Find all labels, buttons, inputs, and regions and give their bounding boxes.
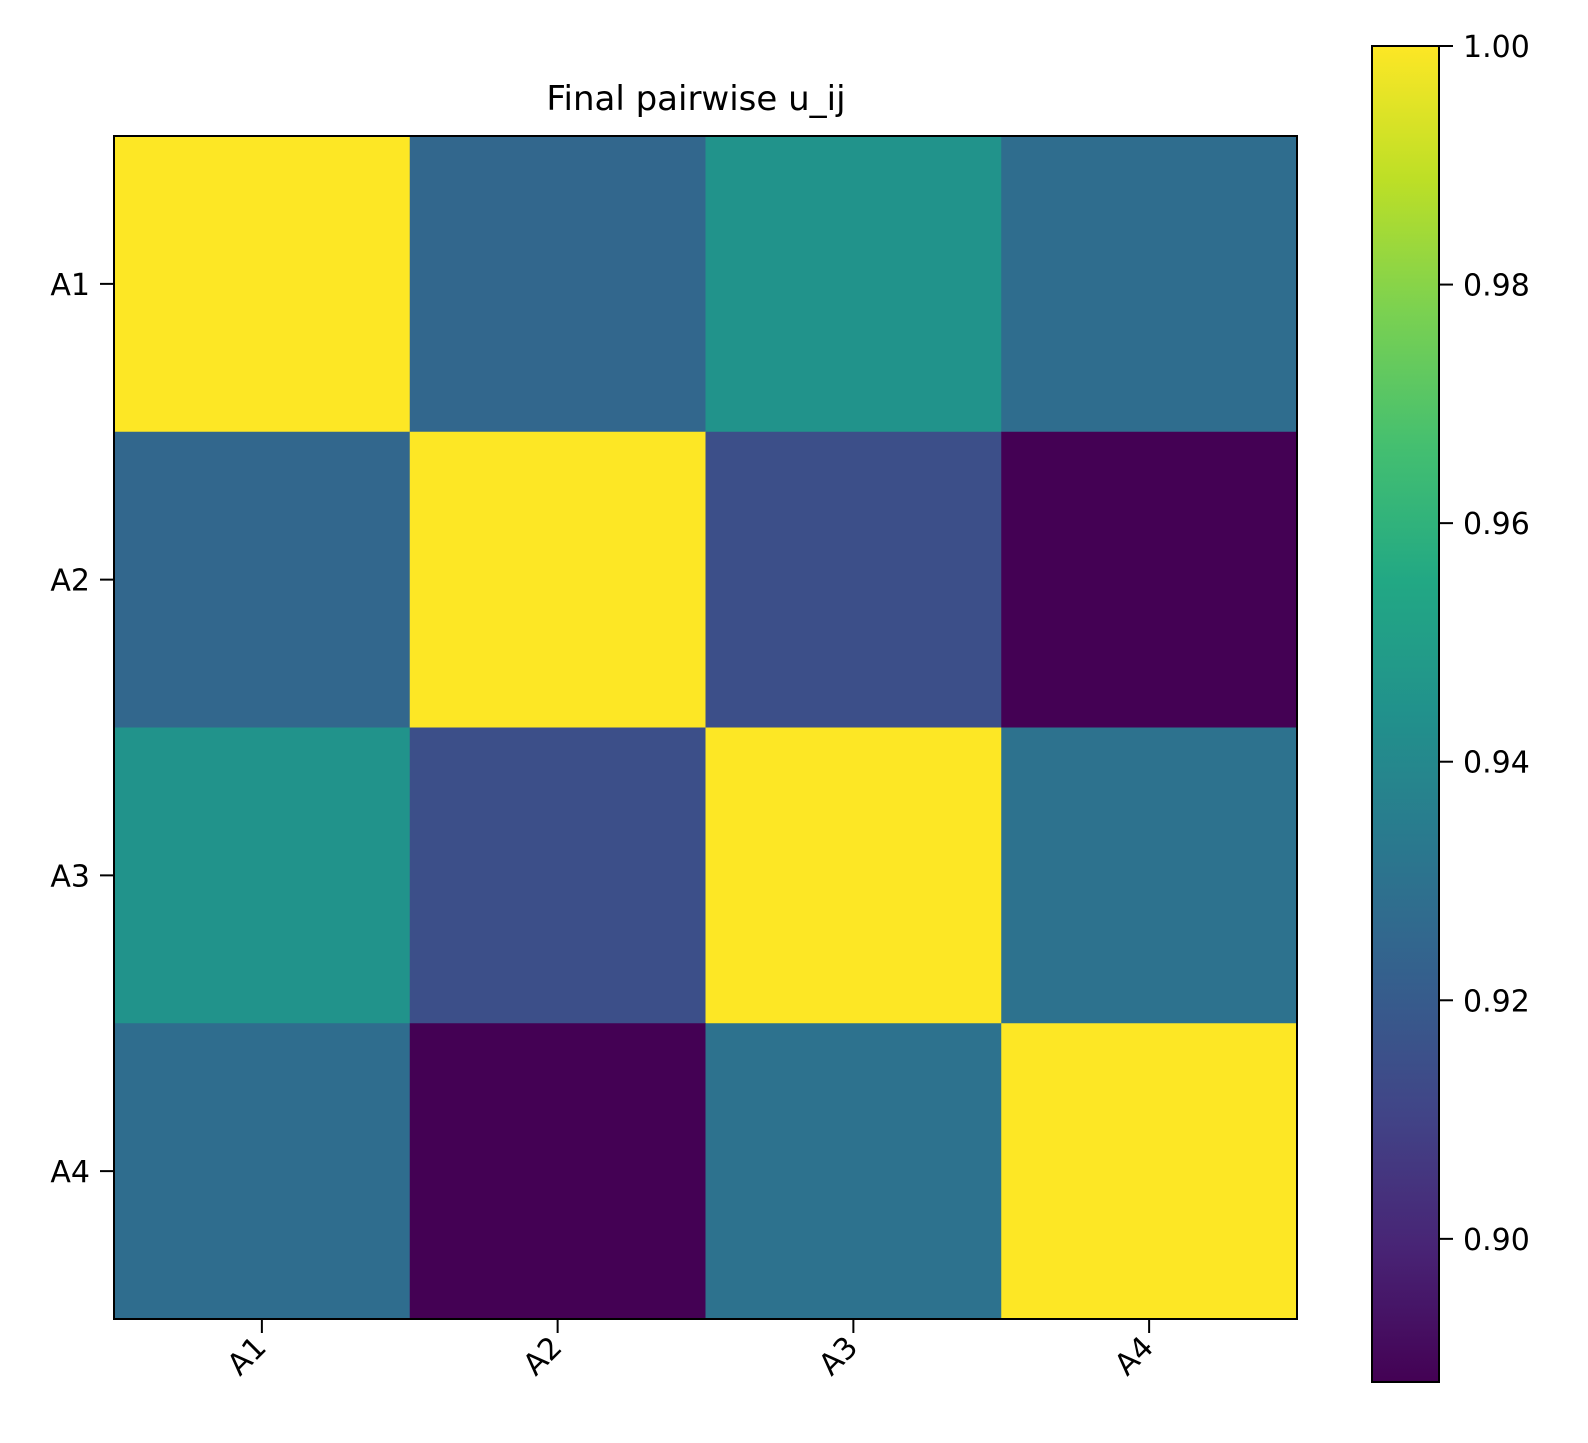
y-tick-label: A4 (50, 1155, 90, 1190)
x-tick-label: A2 (517, 1330, 570, 1383)
heatmap-cell (1001, 431, 1298, 728)
colorbar-tick-label: 0.92 (1463, 984, 1530, 1019)
chart-title: Final pairwise u_ij (546, 79, 845, 119)
colorbar-ticks: 0.90 0.92 0.94 0.96 0.98 1.00 (1439, 30, 1530, 1258)
heatmap-cell (1001, 136, 1298, 433)
colorbar-tick-label: 0.90 (1463, 1223, 1530, 1258)
heatmap-cell (705, 1023, 1002, 1320)
heatmap-cell (705, 727, 1002, 1024)
heatmap-cell (114, 431, 411, 728)
heatmap-cell (114, 136, 411, 433)
heatmap-cell (409, 136, 706, 433)
y-tick-label: A3 (50, 859, 90, 894)
x-tick-label: A3 (812, 1330, 865, 1383)
plot-frame (113, 135, 1298, 1320)
heatmap-cell (114, 727, 411, 1024)
heatmap-cell (1001, 1023, 1298, 1320)
x-axis-ticks: A1 A2 A3 A4 (221, 1319, 1161, 1383)
colorbar-tick-label: 0.94 (1463, 746, 1530, 781)
colorbar (1372, 46, 1439, 1382)
heatmap-cell (114, 1023, 411, 1320)
heatmap-cell (1001, 727, 1298, 1024)
colorbar-frame (1371, 45, 1440, 1383)
colorbar-tick-label: 0.98 (1463, 269, 1530, 304)
heatmap-cell (409, 431, 706, 728)
colorbar-tick-label: 1.00 (1463, 30, 1530, 65)
x-tick-label: A4 (1108, 1330, 1161, 1383)
y-tick-label: A2 (50, 564, 90, 599)
colorbar-tick-label: 0.96 (1463, 507, 1530, 542)
y-axis-ticks: A1 A2 A3 A4 (50, 268, 114, 1190)
heatmap-cell (705, 431, 1002, 728)
heatmap-cells (114, 136, 1298, 1320)
y-tick-label: A1 (50, 268, 90, 303)
heatmap-cell (705, 136, 1002, 433)
heatmap-cell (409, 1023, 706, 1320)
heatmap-cell (409, 727, 706, 1024)
x-tick-label: A1 (221, 1330, 274, 1383)
